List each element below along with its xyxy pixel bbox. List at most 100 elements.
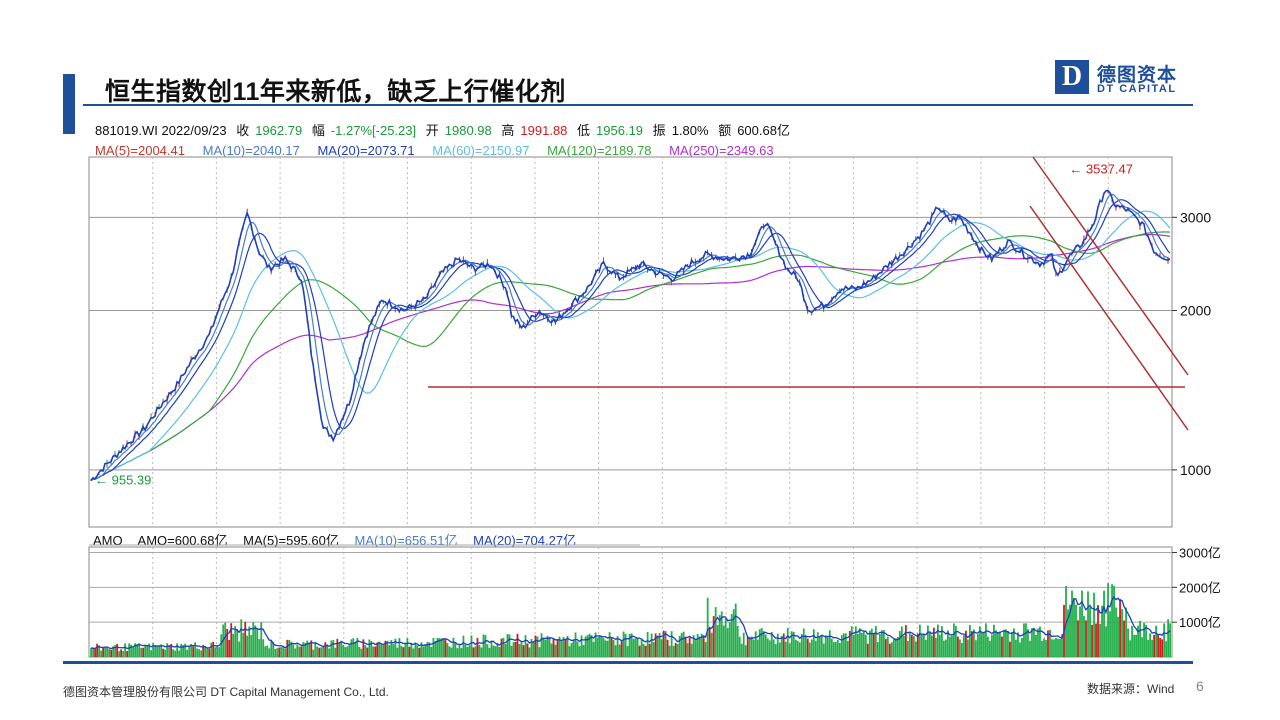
footer-company: 德图资本管理股份有限公司 DT Capital Management Co., … xyxy=(63,685,389,699)
volume-bar xyxy=(820,634,823,657)
volume-bar xyxy=(708,626,711,657)
volume-bar xyxy=(664,631,667,657)
volume-bar xyxy=(106,647,109,657)
volume-bar xyxy=(252,622,255,657)
volume-bar xyxy=(634,638,637,657)
price-tick-label: 3000 xyxy=(1180,209,1211,225)
volume-bar xyxy=(920,634,923,657)
volume-bar xyxy=(520,641,523,657)
logo-mark-icon: D xyxy=(1055,60,1089,94)
volume-bar xyxy=(492,645,495,657)
volume-bar xyxy=(576,641,579,657)
volume-bar xyxy=(1091,624,1093,657)
volume-bar xyxy=(1027,629,1029,657)
volume-panel-frame xyxy=(88,546,1173,658)
volume-bar xyxy=(122,650,125,657)
logo-english-name: DT CAPITAL xyxy=(1097,83,1177,95)
price-annotation: ← 955.39 xyxy=(95,472,151,487)
volume-bar xyxy=(692,635,695,657)
volume-bar xyxy=(798,642,801,657)
volume-bar xyxy=(828,630,831,657)
volume-bar xyxy=(1097,605,1099,657)
volume-bar xyxy=(1161,639,1163,657)
volume-bar xyxy=(366,647,369,657)
volume-bar xyxy=(1079,606,1081,657)
volume-bar xyxy=(586,635,589,657)
volume-bar xyxy=(374,646,377,657)
volume-bar xyxy=(196,648,199,657)
volume-bar xyxy=(1037,628,1039,657)
volume-bar xyxy=(902,635,905,657)
volume-bar xyxy=(174,650,177,657)
volume-bar xyxy=(1153,634,1155,657)
volume-bar xyxy=(344,647,347,657)
volume-bar xyxy=(452,637,455,657)
volume-bar xyxy=(540,633,543,657)
open-value: 1980.98 xyxy=(444,123,492,138)
volume-bar xyxy=(348,643,351,657)
volume-bar xyxy=(936,624,939,657)
volume-bar xyxy=(864,634,867,657)
volume-bar xyxy=(1013,628,1015,657)
volume-bar xyxy=(538,647,541,657)
ma-legend-item: MA(250)=2349.63 xyxy=(669,143,774,158)
volume-bar xyxy=(1035,634,1037,657)
volume-bar xyxy=(950,635,953,657)
amplitude-value: 1.80% xyxy=(671,123,709,138)
volume-bar xyxy=(358,646,361,657)
volume-bar xyxy=(148,643,151,657)
volume-bar xyxy=(272,641,275,657)
volume-bar xyxy=(870,628,873,657)
volume-bar xyxy=(302,642,305,657)
volume-bar xyxy=(552,638,555,657)
volume-bar xyxy=(977,634,979,657)
volume-bar xyxy=(946,630,949,657)
volume-bar xyxy=(424,644,427,657)
volume-bar xyxy=(1065,585,1067,657)
volume-bar xyxy=(182,645,185,657)
volume-bar xyxy=(910,634,913,657)
volume-bar xyxy=(1123,620,1125,657)
volume-bar xyxy=(1159,637,1161,657)
high-value: 1991.88 xyxy=(520,123,568,138)
volume-bar xyxy=(1167,619,1169,657)
volume-bar xyxy=(326,644,329,657)
volume-bar xyxy=(784,641,787,657)
volume-bar xyxy=(560,641,563,657)
volume-bar xyxy=(1121,609,1123,657)
volume-bar xyxy=(818,636,821,657)
volume-bar xyxy=(422,646,425,657)
volume-bar xyxy=(662,630,665,657)
volume-bar xyxy=(244,621,247,657)
footer-rule xyxy=(63,661,1193,664)
volume-bar xyxy=(304,642,307,657)
volume-bar xyxy=(246,635,249,657)
logo-chinese-name: 德图资本 xyxy=(1097,65,1178,86)
volume-bar xyxy=(186,649,189,657)
volume-bar xyxy=(236,629,239,657)
volume-bar xyxy=(134,643,137,657)
volume-bar xyxy=(800,634,803,657)
volume-bar xyxy=(997,632,999,657)
volume-bar xyxy=(566,636,569,657)
volume-bar xyxy=(324,642,327,657)
volume-bar xyxy=(176,643,179,657)
volume-tick-label: 3000亿 xyxy=(1179,545,1221,560)
volume-bar xyxy=(398,638,401,657)
amount-value: 600.68亿 xyxy=(737,123,790,138)
volume-bar xyxy=(780,635,783,657)
volume-bar xyxy=(488,647,491,657)
volume-bar xyxy=(890,642,893,657)
volume-bar xyxy=(766,638,769,657)
volume-bar xyxy=(124,643,127,657)
volume-bar xyxy=(290,641,293,657)
volume-bar xyxy=(588,633,591,657)
volume-bar xyxy=(616,636,619,657)
volume-bar xyxy=(310,640,313,657)
volume-bar xyxy=(630,633,633,657)
volume-bar xyxy=(140,647,143,657)
volume-bar xyxy=(590,635,593,657)
volume-bar xyxy=(256,628,259,657)
volume-bar xyxy=(144,645,147,657)
volume-bar xyxy=(218,647,221,657)
